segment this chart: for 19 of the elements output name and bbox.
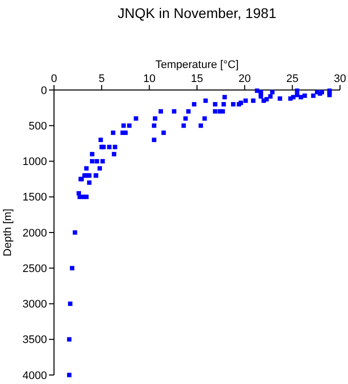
y-tick-label: 3000	[22, 298, 47, 311]
y-tick-label: 1500	[22, 192, 47, 204]
x-tick-label: 20	[238, 73, 251, 85]
y-tick-label: 500	[28, 120, 47, 132]
y-tick-label: 4000	[22, 370, 47, 382]
x-tick-label: 5	[98, 73, 105, 85]
x-tick-label: 15	[190, 73, 204, 85]
y-tick-label: 2500	[22, 262, 47, 275]
y-tick-label: 2000	[22, 227, 47, 240]
x-tick-label: 30	[334, 73, 346, 85]
y-tick-label: 0	[40, 84, 47, 97]
x-tick-label: 25	[286, 73, 298, 85]
y-tick-label: 3500	[22, 334, 47, 346]
chart-title: JNQK in November, 1981	[118, 5, 277, 21]
y-axis-title: Depth [m]	[2, 208, 14, 256]
y-tick-label: 1000	[22, 156, 47, 168]
x-tick-label: 10	[143, 73, 156, 85]
x-tick-label: 0	[50, 73, 58, 85]
x-axis-title: Temperature [°C]	[155, 59, 239, 71]
